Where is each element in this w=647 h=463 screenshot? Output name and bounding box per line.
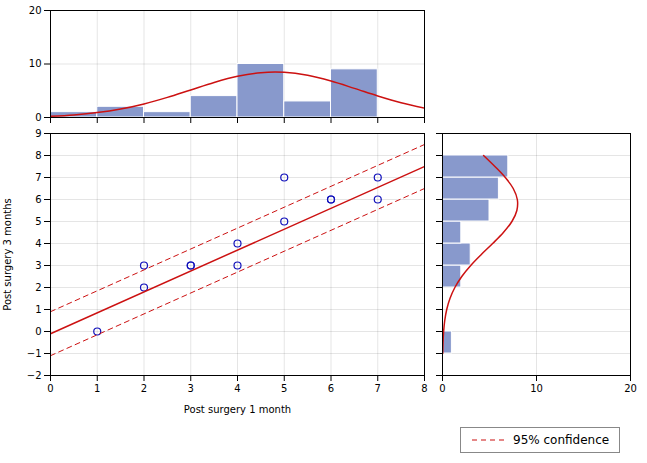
svg-text:20: 20 [624,383,637,394]
svg-text:0: 0 [35,326,41,337]
svg-text:6: 6 [328,383,334,394]
svg-text:1: 1 [35,304,41,315]
svg-text:Post surgery 3 months: Post surgery 3 months [2,198,13,311]
svg-text:2: 2 [141,383,147,394]
svg-text:9: 9 [35,128,41,139]
svg-text:5: 5 [281,383,287,394]
svg-text:0: 0 [439,383,445,394]
svg-text:3: 3 [35,260,41,271]
svg-text:8: 8 [35,150,41,161]
svg-text:4: 4 [35,238,41,249]
svg-text:3: 3 [188,383,194,394]
svg-text:1: 1 [94,383,100,394]
svg-text:Post surgery 1 month: Post surgery 1 month [184,404,291,415]
svg-text:10: 10 [29,58,42,69]
svg-text:4: 4 [234,383,240,394]
svg-text:8: 8 [421,383,427,394]
html-text:95% confidence: 95% confidence [513,433,610,447]
svg-text:6: 6 [35,194,41,205]
svg-text:7: 7 [375,383,381,394]
svg-text:0: 0 [35,112,41,123]
svg-text:2: 2 [35,282,41,293]
svg-text:0: 0 [47,383,53,394]
svg-text:10: 10 [530,383,543,394]
svg-text:5: 5 [35,216,41,227]
svg-text:7: 7 [35,172,41,183]
svg-text:−2: −2 [27,370,42,381]
svg-text:20: 20 [29,5,42,16]
svg-text:−1: −1 [27,348,42,359]
